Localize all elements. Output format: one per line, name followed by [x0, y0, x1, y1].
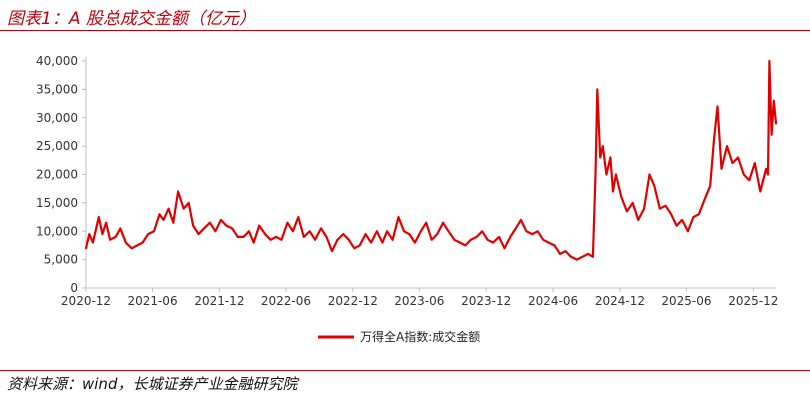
source-divider: [0, 370, 810, 371]
y-tick-label: 25,000: [36, 139, 78, 153]
x-tick-label: 2024-06: [528, 294, 578, 308]
y-tick-label: 5,000: [44, 253, 78, 267]
x-tick-label: 2025-06: [661, 294, 711, 308]
x-tick-label: 2020-12: [61, 294, 111, 308]
x-tick-label: 2022-06: [261, 294, 311, 308]
x-tick-label: 2025-12: [728, 294, 778, 308]
y-tick-label: 20,000: [36, 168, 78, 182]
y-tick-label: 15,000: [36, 196, 78, 210]
series-layer: [84, 59, 778, 261]
series-line: [84, 59, 778, 261]
title-divider: [0, 30, 810, 31]
x-tick-label: 2022-12: [328, 294, 378, 308]
legend: 万得全A指数:成交金额: [318, 329, 480, 344]
x-tick-label: 2023-06: [394, 294, 444, 308]
source-note: 资料来源：wind，长城证券产业金融研究院: [7, 375, 298, 393]
y-tick-label: 30,000: [36, 111, 78, 125]
x-tick-label: 2024-12: [595, 294, 645, 308]
x-tick-label: 2021-12: [194, 294, 244, 308]
legend-label: 万得全A指数:成交金额: [360, 329, 480, 344]
figure-title: 图表1：A 股总成交金额（亿元）: [7, 9, 256, 29]
y-tick-label: 40,000: [36, 54, 78, 68]
y-axis: 0 5,000 10,000 15,000 20,000 25,000 30,000 35,0…: [36, 54, 87, 295]
x-tick-label: 2021-06: [127, 294, 177, 308]
x-axis: 2020-12 2021-06 2021-12 2022-06 2022-12 2023-…: [61, 287, 778, 308]
line-chart: 0 5,000 10,000 15,000 20,000 25,000 30,000 35,0…: [36, 54, 778, 344]
x-tick-label: 2023-12: [461, 294, 511, 308]
y-tick-label: 0: [70, 281, 78, 295]
y-tick-label: 35,000: [36, 82, 78, 96]
y-tick-label: 10,000: [36, 224, 78, 238]
